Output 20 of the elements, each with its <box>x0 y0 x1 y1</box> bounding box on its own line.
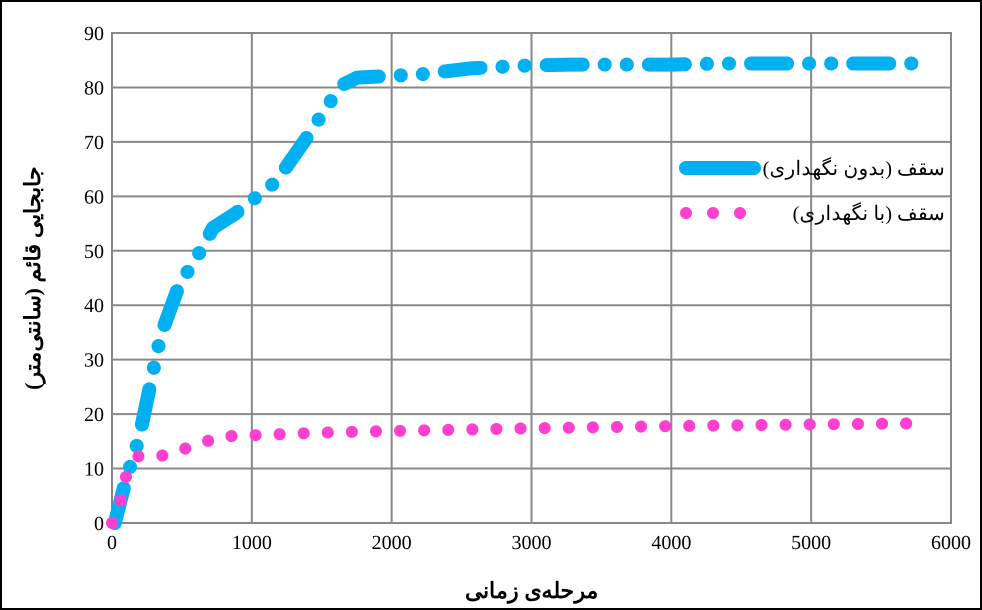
x-axis-title: مرحله‌ی زمانی <box>464 578 598 604</box>
x-tick-label: 6000 <box>931 532 971 554</box>
y-tick-label: 20 <box>84 404 104 426</box>
y-tick-label: 50 <box>84 240 104 263</box>
x-tick-label: 4000 <box>651 532 692 554</box>
y-tick-label: 80 <box>84 77 104 100</box>
y-tick-label: 40 <box>84 295 104 318</box>
x-tick-label: 5000 <box>791 532 832 554</box>
x-tick-label: 2000 <box>372 532 412 554</box>
legend-label: سقف (بدون نگهداری) <box>762 157 945 180</box>
y-tick-label: 10 <box>84 458 104 481</box>
y-tick-label: 60 <box>84 186 104 208</box>
y-tick-label: 70 <box>84 132 104 154</box>
y-tick-label: 0 <box>94 513 104 535</box>
y-tick-label: 90 <box>84 23 104 45</box>
x-tick-label: 3000 <box>512 532 552 554</box>
y-axis-title: جابجایی قائم (سانتی‌متر) <box>20 166 46 390</box>
x-tick-label: 1000 <box>232 532 272 554</box>
legend-label: سقف (با نگهداری) <box>792 202 945 225</box>
y-tick-label: 30 <box>84 350 104 372</box>
